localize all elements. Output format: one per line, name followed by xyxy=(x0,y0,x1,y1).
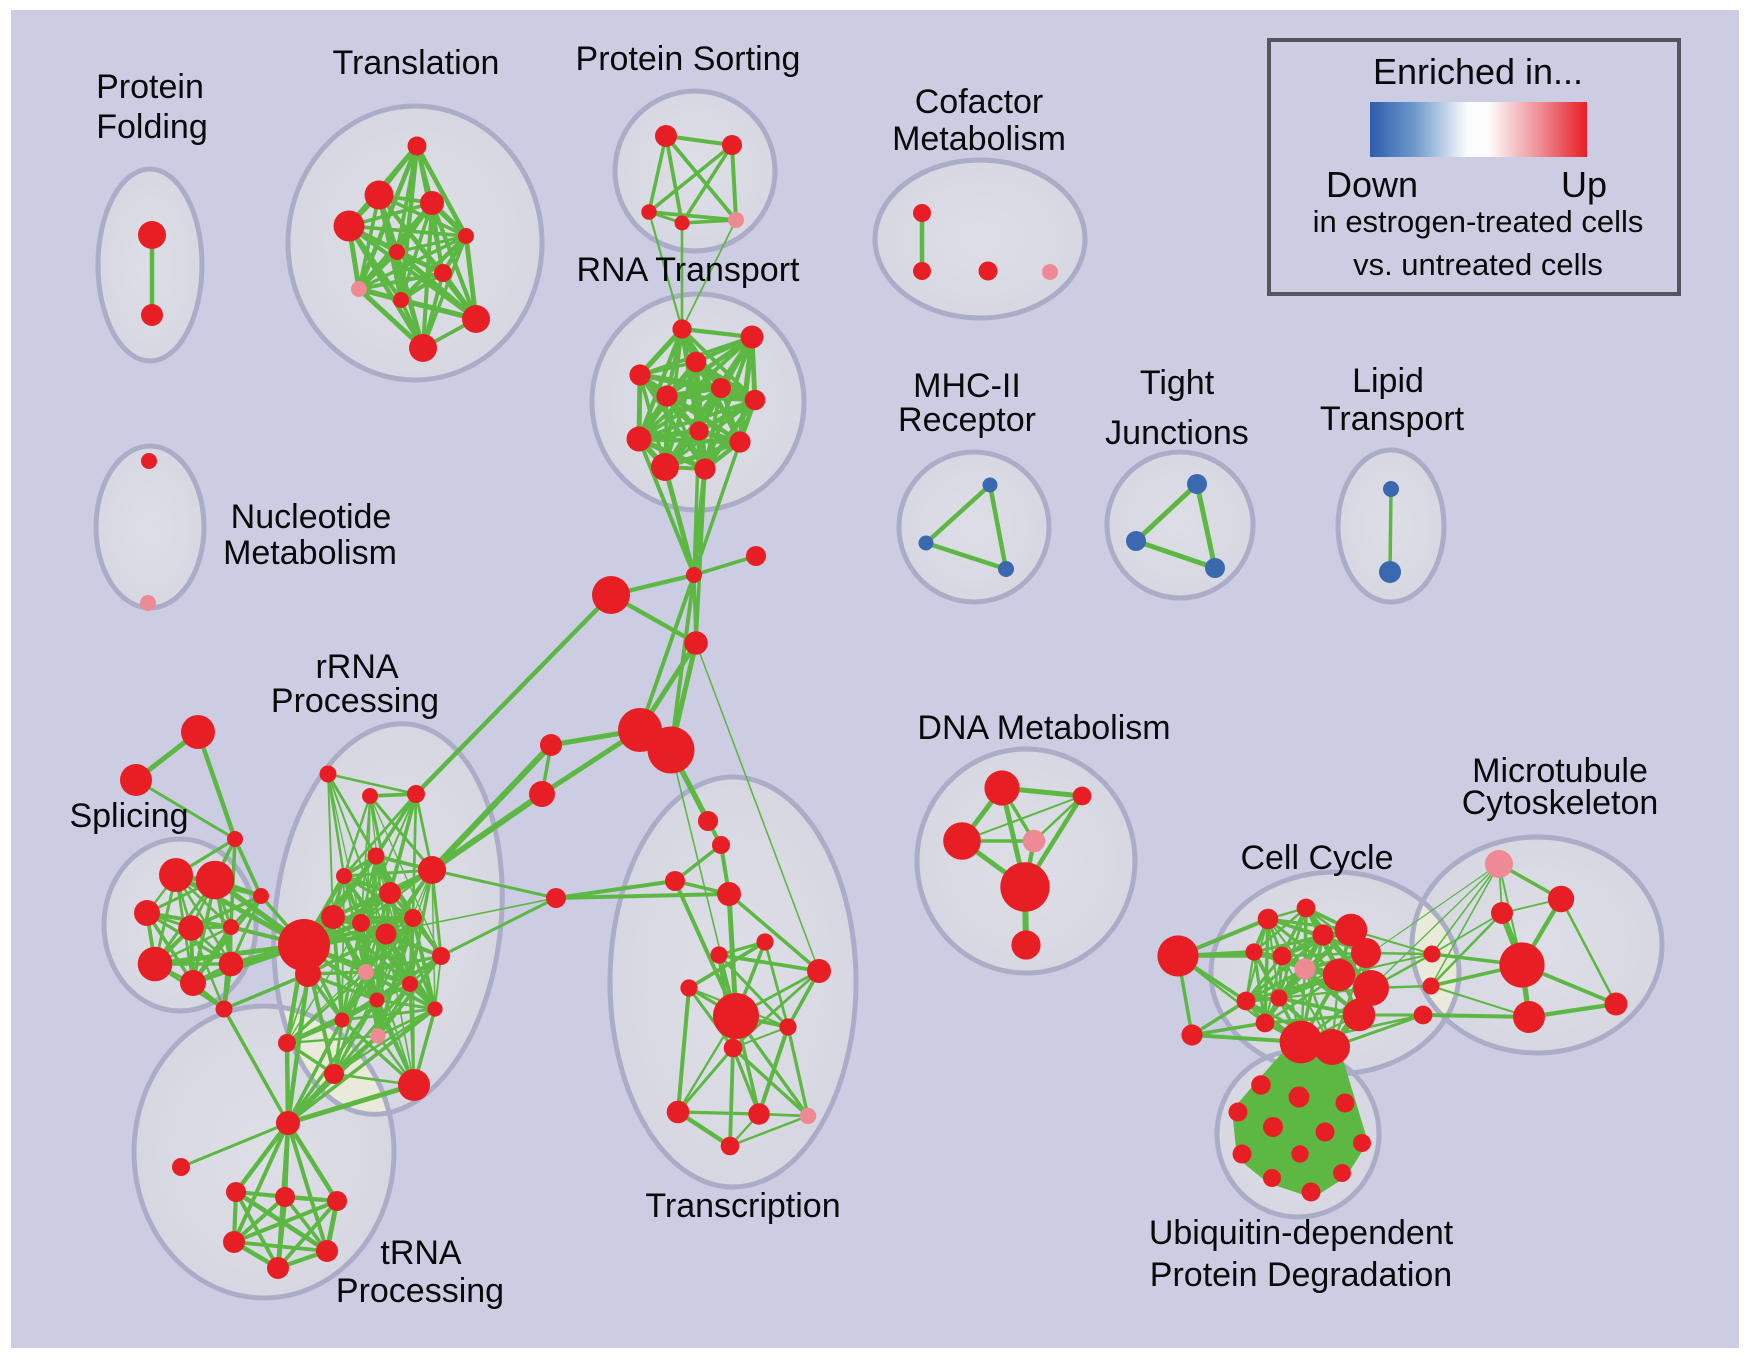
svg-text:Splicing: Splicing xyxy=(69,797,188,835)
svg-text:Cell Cycle: Cell Cycle xyxy=(1240,839,1393,877)
svg-text:Metabolism: Metabolism xyxy=(223,534,397,572)
svg-text:Transcription: Transcription xyxy=(645,1187,840,1225)
svg-text:Folding: Folding xyxy=(96,108,208,146)
svg-text:Protein: Protein xyxy=(96,68,204,106)
svg-text:Cytoskeleton: Cytoskeleton xyxy=(1462,784,1659,822)
svg-text:Junctions: Junctions xyxy=(1105,414,1249,452)
svg-text:Lipid: Lipid xyxy=(1352,362,1424,400)
svg-text:Processing: Processing xyxy=(271,682,439,720)
svg-text:Enriched in...: Enriched in... xyxy=(1373,51,1583,92)
svg-text:Receptor: Receptor xyxy=(898,401,1036,439)
svg-text:Microtubule: Microtubule xyxy=(1472,752,1648,790)
svg-text:DNA Metabolism: DNA Metabolism xyxy=(917,709,1170,747)
svg-text:tRNA: tRNA xyxy=(380,1234,462,1272)
svg-text:rRNA: rRNA xyxy=(315,648,398,686)
svg-text:Protein Degradation: Protein Degradation xyxy=(1150,1256,1452,1294)
svg-text:Up: Up xyxy=(1561,164,1607,205)
svg-text:Processing: Processing xyxy=(336,1272,504,1310)
svg-text:Down: Down xyxy=(1326,164,1418,205)
svg-text:Nucleotide: Nucleotide xyxy=(231,498,392,536)
svg-text:RNA Transport: RNA Transport xyxy=(577,251,801,289)
svg-text:MHC-II: MHC-II xyxy=(913,367,1021,405)
svg-text:Protein Sorting: Protein Sorting xyxy=(576,40,801,78)
svg-text:Transport: Transport xyxy=(1320,400,1465,438)
svg-text:Tight: Tight xyxy=(1140,364,1215,402)
svg-text:Translation: Translation xyxy=(333,44,500,82)
svg-text:vs. untreated cells: vs. untreated cells xyxy=(1353,247,1603,282)
svg-text:Cofactor: Cofactor xyxy=(915,83,1044,121)
svg-text:Ubiquitin-dependent: Ubiquitin-dependent xyxy=(1149,1214,1454,1252)
svg-text:in estrogen-treated cells: in estrogen-treated cells xyxy=(1313,204,1644,239)
svg-text:Metabolism: Metabolism xyxy=(892,120,1066,158)
